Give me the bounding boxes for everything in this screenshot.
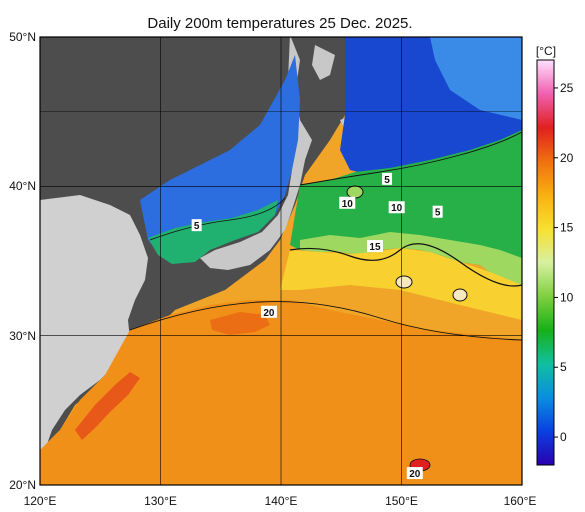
colorbar: [°C] 25 20 15 10 5 0 [536, 44, 574, 466]
contour-label-box [432, 205, 443, 218]
lon-label-140e: 140°E [265, 494, 298, 508]
colorbar-tick-label: 5 [560, 360, 567, 374]
contour-label-box [339, 196, 356, 209]
subtropical-deep-orange [210, 312, 270, 335]
contour-label: 5 [435, 208, 441, 219]
warm-eddy-1 [395, 275, 413, 289]
contour-label: 10 [391, 203, 403, 214]
colorbar-tick-label: 20 [560, 151, 574, 165]
north-pacific-blue2 [430, 37, 522, 120]
lon-label-150e: 150°E [385, 494, 418, 508]
map-frame [39, 36, 523, 486]
lon-label-120e: 120°E [24, 494, 57, 508]
sakhalin-land [312, 45, 335, 80]
lat-label-40n: 40°N [9, 179, 36, 193]
lat-label-20n: 20°N [9, 478, 36, 492]
colorbar-ticks: 25 20 15 10 5 0 [554, 81, 574, 444]
contour-label-box [388, 201, 405, 214]
contour-label: 5 [384, 175, 390, 186]
graticule [40, 37, 522, 485]
map-title: Daily 200m temperatures 25 Dec. 2025. [147, 15, 412, 32]
lon-label-160e: 160°E [504, 494, 537, 508]
contour-label-box [366, 240, 383, 253]
contour-label: 10 [342, 199, 354, 210]
contour-line-20 [129, 301, 522, 341]
contour-line-5 [149, 197, 286, 241]
contour-labels: 5 5 5 10 10 15 20 20 [191, 172, 443, 480]
colorbar-tick-label: 0 [560, 430, 567, 444]
continent-land [40, 195, 148, 455]
contour-label-box [191, 219, 202, 232]
ryukyu-warm-red [75, 372, 140, 440]
colorbar-tick-label: 10 [560, 290, 574, 304]
colorbar-tick-label: 25 [560, 81, 574, 95]
contour-label: 15 [369, 242, 381, 253]
contour-label: 20 [263, 308, 275, 319]
lon-axis-labels: 120°E 130°E 140°E 150°E 160°E [24, 494, 537, 508]
contour-label: 20 [409, 469, 421, 480]
mixed-water-lightgreen [300, 232, 522, 285]
colorbar-unit: [°C] [536, 44, 556, 58]
contour-line-10 [299, 131, 522, 186]
lat-label-50n: 50°N [9, 30, 36, 44]
lat-label-30n: 30°N [9, 329, 36, 343]
lon-label-130e: 130°E [144, 494, 177, 508]
cold-eddy-1 [346, 185, 364, 199]
colorbar-ramp [536, 59, 555, 466]
japan-land [200, 37, 312, 270]
contour-label-box [406, 467, 423, 480]
colorbar-tick-label: 15 [560, 221, 574, 235]
contour-line-15 [289, 243, 522, 287]
contour-label: 5 [194, 221, 200, 232]
lat-axis-labels: 50°N 40°N 30°N 20°N [9, 30, 36, 492]
contour-label-box [260, 305, 277, 318]
contour-label-box [382, 172, 393, 185]
warm-eddy-2 [452, 288, 468, 302]
japan-sea-green [148, 200, 278, 264]
